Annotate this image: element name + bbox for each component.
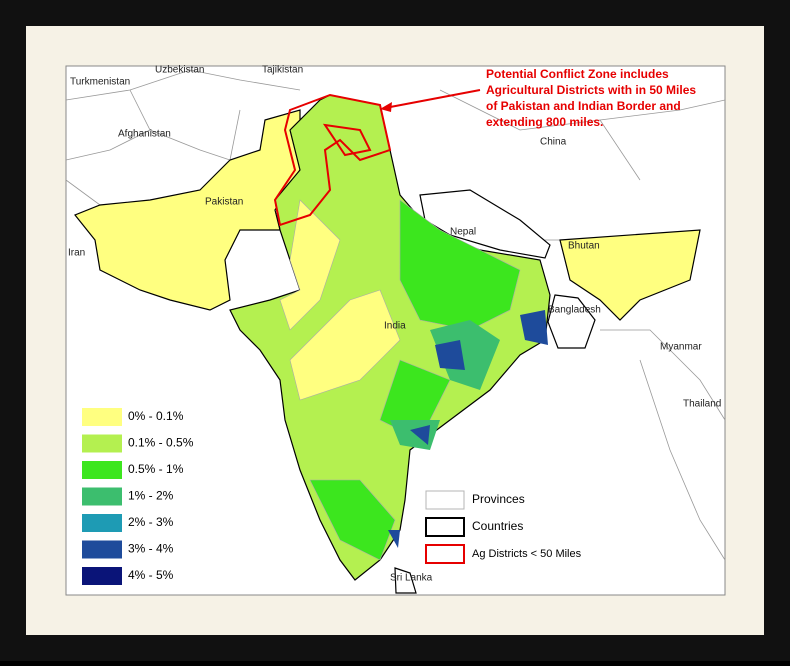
legend-swatch [82, 514, 122, 532]
legend-swatch [82, 408, 122, 426]
place-label: Nepal [450, 227, 476, 238]
place-label: Iran [68, 248, 85, 259]
legend-line-swatch [425, 544, 465, 564]
legend-swatch [82, 461, 122, 479]
annotation-arrow [384, 89, 481, 109]
bangladesh [547, 294, 596, 349]
legend-line-swatch [425, 517, 465, 537]
legend-label: 1% - 2% [128, 489, 174, 503]
legend-label: 0.1% - 0.5% [128, 436, 194, 450]
annotation-line: extending 800 miles. [486, 115, 603, 129]
arrow-head [380, 102, 392, 112]
place-label: Bhutan [568, 241, 600, 252]
place-label: Bangladesh [548, 305, 601, 316]
legend-swatch [82, 567, 122, 585]
place-label: Thailand [683, 399, 721, 410]
legend-line-swatch [425, 490, 465, 510]
northeast-india [559, 229, 701, 321]
top-districts [388, 310, 548, 548]
place-label: Afghanistan [118, 129, 171, 140]
place-label: Sri Lanka [390, 573, 433, 584]
legend-label: Countries [472, 519, 523, 533]
place-label: Pakistan [205, 197, 243, 208]
legend-label: 3% - 4% [128, 542, 174, 556]
annotation-line: Agricultural Districts with in 50 Miles [486, 83, 696, 97]
pakistan [74, 109, 301, 311]
legend-swatch [82, 487, 122, 506]
legend-swatch [82, 540, 122, 559]
legend-label: 0.5% - 1% [128, 462, 184, 476]
legend-label: 0% - 0.1% [128, 409, 184, 423]
legend-label: Provinces [472, 492, 525, 506]
annotation-line: of Pakistan and Indian Border and [486, 99, 681, 113]
legend-label: 2% - 3% [128, 515, 174, 529]
conflict-zone [273, 93, 392, 227]
annotation-line: Potential Conflict Zone includes [486, 67, 669, 81]
legend-label: Ag Districts < 50 Miles [472, 548, 582, 560]
legend-swatch [82, 434, 122, 453]
legend-label: 4% - 5% [128, 568, 174, 582]
place-label: Uzbekistan [155, 65, 204, 76]
high-districts [390, 320, 500, 450]
place-label: China [540, 137, 567, 148]
place-label: Turkmenistan [70, 77, 130, 88]
place-label: Myanmar [660, 342, 702, 353]
low-districts [279, 199, 401, 401]
place-label: India [384, 321, 406, 332]
place-label: Tajikistan [262, 65, 303, 76]
sri-lanka [394, 567, 417, 594]
